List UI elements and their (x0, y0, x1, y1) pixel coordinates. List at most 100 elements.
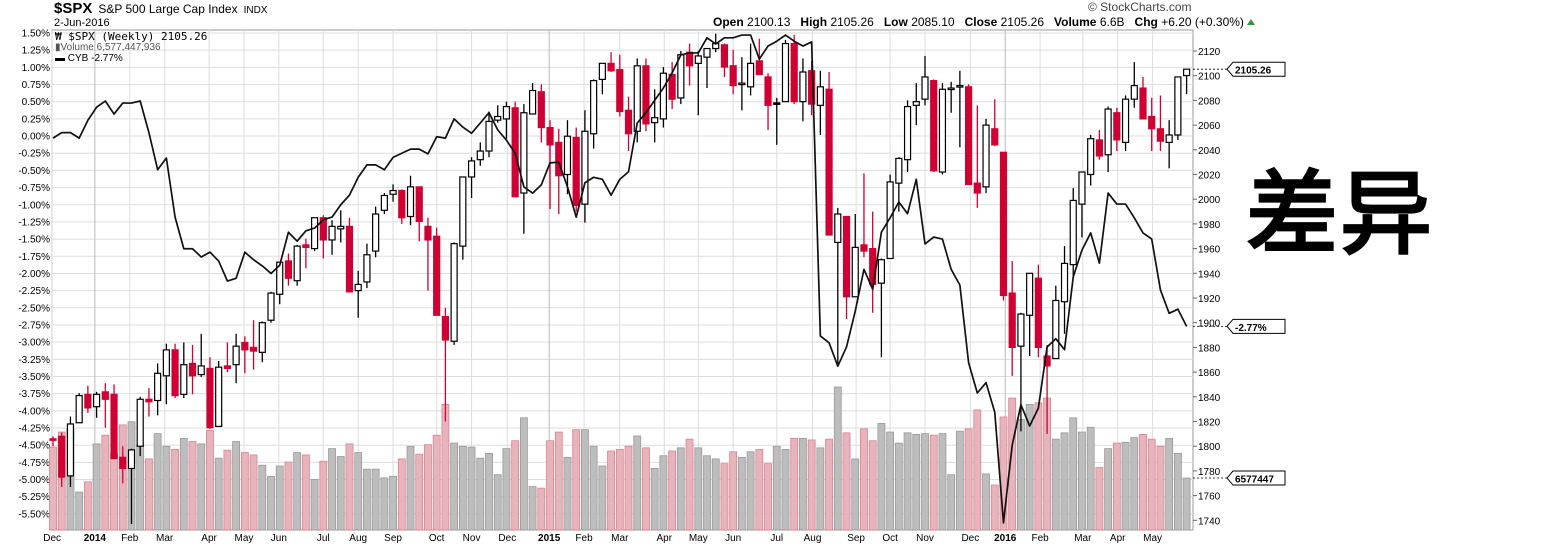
left-tick-label: -5.50% (18, 509, 50, 520)
candle-body (746, 62, 755, 88)
legend-cyb: ▬ CYB -2.77% (55, 53, 207, 64)
volume-bar (703, 455, 711, 531)
x-tick-label: May (1143, 533, 1162, 544)
volume-bar (249, 454, 258, 531)
cyb-tag-text: -2.77% (1235, 323, 1267, 334)
x-tick-label: Nov (916, 533, 934, 544)
candle-body (886, 181, 894, 260)
right-tick-label: 2100 (1198, 72, 1221, 83)
volume-bar (1139, 434, 1147, 531)
candle-body (912, 101, 920, 106)
candle-body (197, 365, 205, 376)
volume-bar (458, 445, 467, 531)
candle-body (1148, 115, 1156, 130)
volume-bar (519, 417, 528, 531)
candle-body (528, 89, 537, 115)
volume-bar (1112, 442, 1121, 531)
legend-volume: ▮Volume 6,577,447,936 (55, 42, 207, 53)
candle-body (642, 65, 650, 125)
left-tick-label: -2.25% (18, 286, 50, 297)
candle-body (851, 246, 859, 298)
volume-bar (1069, 417, 1078, 531)
volume-bar (206, 430, 214, 531)
x-tick-label: May (235, 533, 254, 544)
candle-body (1104, 108, 1112, 156)
volume-bar (1017, 418, 1025, 531)
candle-body (1034, 277, 1042, 348)
volume-bar (607, 450, 615, 531)
right-tick-label: 1860 (1198, 368, 1221, 379)
candle-body (1087, 138, 1095, 176)
x-tick-label: Feb (121, 533, 139, 544)
volume-bar (790, 437, 799, 531)
candle-body (895, 157, 903, 184)
candle-body (1174, 76, 1182, 136)
legend-cyb-text: CYB -2.77% (67, 53, 123, 64)
volume-bar (397, 458, 406, 531)
candle-body (441, 315, 449, 341)
x-tick-label: Apr (656, 533, 672, 544)
candle-body (799, 71, 807, 103)
open-label: Open (713, 15, 744, 29)
candle-body (964, 86, 973, 185)
x-tick-label: Jun (271, 533, 287, 544)
right-tick-label: 1800 (1198, 442, 1221, 453)
x-tick-label: Mar (611, 533, 629, 544)
right-tick-label: 2060 (1198, 121, 1221, 132)
candle-body (223, 365, 231, 369)
candle-body (1069, 199, 1077, 266)
candle-body (467, 160, 476, 178)
volume-bar (816, 447, 825, 531)
candle-body (415, 186, 423, 223)
volume-bar (371, 468, 380, 531)
left-tick-label: -3.50% (18, 372, 50, 383)
legend-price-text: $SPX (Weekly) 2105.26 (68, 30, 208, 43)
candle-body (485, 120, 493, 152)
legend-price: ₩ $SPX (Weekly) 2105.26 (55, 31, 207, 42)
price-tag-text: 2105.26 (1235, 66, 1272, 77)
candle-body (694, 55, 702, 64)
volume-bar (1156, 445, 1165, 531)
volume-bar (83, 481, 92, 531)
candle-body (590, 80, 598, 135)
left-tick-label: -5.25% (18, 492, 50, 503)
right-tick-label: 2020 (1198, 171, 1221, 182)
volume-bar (764, 463, 772, 531)
candle-body (903, 105, 912, 161)
x-tick-label: 2016 (994, 533, 1017, 544)
volume-bar (301, 454, 310, 531)
volume-bar (1095, 467, 1104, 531)
volume-bar (650, 467, 659, 531)
x-tick-label: Nov (463, 533, 481, 544)
volume-tag-box (1226, 470, 1286, 486)
volume-bar (842, 432, 851, 531)
candle-body (345, 225, 354, 293)
left-tick-label: -1.50% (18, 235, 50, 246)
volume-bar (886, 431, 895, 531)
volume-tag: 6577447 (1193, 470, 1286, 486)
candle-body (284, 260, 293, 279)
candle-body (999, 151, 1008, 297)
volume-bar (293, 452, 302, 531)
candle-body (921, 76, 929, 100)
right-tick-label: 2120 (1198, 47, 1221, 58)
left-tick-label: 0.75% (22, 80, 50, 91)
volume-bar (1086, 426, 1095, 531)
x-tick-label: 2014 (84, 533, 107, 544)
volume-bar (162, 445, 171, 531)
volume-bar (345, 443, 354, 531)
candle-body (651, 117, 659, 124)
volume-bar (467, 446, 476, 531)
left-tick-label: -4.00% (18, 406, 50, 417)
volume-bar (511, 440, 520, 531)
cyb-tag-box (1226, 318, 1286, 334)
left-tick-label: 1.25% (22, 46, 50, 57)
volume-bar (336, 456, 345, 531)
volume-bar (546, 440, 554, 531)
candle-body (1165, 134, 1173, 143)
x-tick-label: Dec (498, 533, 516, 544)
right-tick-label: 1840 (1198, 393, 1221, 404)
candle-body (1130, 84, 1138, 100)
candle-body (1060, 262, 1069, 303)
volume-bar (990, 484, 999, 531)
